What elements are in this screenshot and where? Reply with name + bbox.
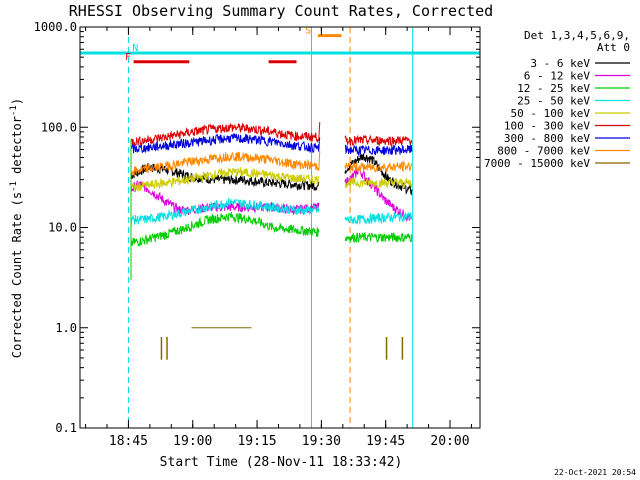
legend-label-7: 800 - 7000 keV	[497, 145, 590, 158]
y-tick-label-1: 100.0	[41, 120, 77, 134]
flag-F-label: F	[125, 52, 131, 63]
y-tick-label-2: 10.0	[48, 221, 77, 235]
plot-area: NF S	[79, 26, 480, 428]
legend-label-1: 6 - 12 keV	[524, 70, 591, 83]
series-3-segment-2	[344, 211, 413, 225]
y-axis-label-end: )	[10, 98, 24, 105]
series-1-segment-2	[344, 167, 413, 223]
x-axis: 18:45 19:00 19:15 19:30 19:45 20:00	[85, 27, 472, 449]
series-6-segment-2	[344, 144, 413, 157]
series-5-segment-2	[344, 134, 413, 148]
series-0-segment-2	[344, 153, 413, 196]
x-tick-label-5: 20:00	[430, 434, 469, 449]
series-2-segment-2	[344, 232, 413, 243]
flag-N-label: N	[132, 43, 138, 54]
x-tick-label-0: 18:45	[109, 434, 148, 449]
chart-title: RHESSI Observing Summary Count Rates, Co…	[69, 2, 493, 20]
y-axis-label-main: Corrected Count Rate (s	[10, 192, 24, 358]
y-axis-label-exp2: -1	[9, 105, 19, 116]
y-axis-label-exp1: -1	[9, 181, 19, 192]
legend-label-3: 25 - 50 keV	[517, 95, 590, 108]
series-3-segment-1	[130, 197, 320, 225]
y-axis-label-mid: detector	[10, 116, 24, 181]
x-tick-label-1: 19:00	[173, 434, 212, 449]
series-2-segment-1	[130, 212, 320, 248]
flag-S-label: S	[305, 26, 311, 37]
x-tick-label-4: 19:45	[366, 434, 405, 449]
legend-label-4: 50 - 100 keV	[511, 107, 591, 120]
y-axis: 1000.0 100.0 10.0 1.0 0.1	[34, 20, 480, 435]
series-6-segment-1	[130, 132, 321, 154]
series-4-segment-1	[130, 166, 320, 192]
legend-header-line1: Det 1,3,4,5,6,9,	[524, 29, 630, 42]
x-tick-label-2: 19:15	[237, 434, 276, 449]
legend-label-0: 3 - 6 keV	[530, 57, 590, 70]
series-0-segment-1	[130, 162, 320, 192]
legend-label-5: 100 - 300 keV	[504, 120, 590, 133]
y-axis-label: Corrected Count Rate (s-1 detector-1)	[9, 98, 24, 358]
legend-header-line2: Att 0	[597, 41, 630, 54]
x-tick-label-3: 19:30	[302, 434, 341, 449]
x-axis-label: Start Time (28-Nov-11 18:33:42)	[160, 455, 403, 470]
series-4-segment-2	[344, 177, 413, 190]
legend-label-6: 300 - 800 keV	[504, 132, 590, 145]
legend-label-2: 12 - 25 keV	[517, 82, 590, 95]
y-tick-label-4: 0.1	[55, 421, 77, 435]
series-7-segment-1	[130, 151, 321, 177]
y-tick-label-0: 1000.0	[34, 20, 77, 34]
series-7-segment-2	[344, 160, 413, 173]
series-5-segment-1	[130, 122, 321, 147]
y-tick-label-3: 1.0	[55, 321, 77, 335]
legend-label-8: 7000 - 15000 keV	[484, 157, 590, 170]
generated-timestamp: 22-Oct-2021 20:54	[554, 468, 636, 477]
